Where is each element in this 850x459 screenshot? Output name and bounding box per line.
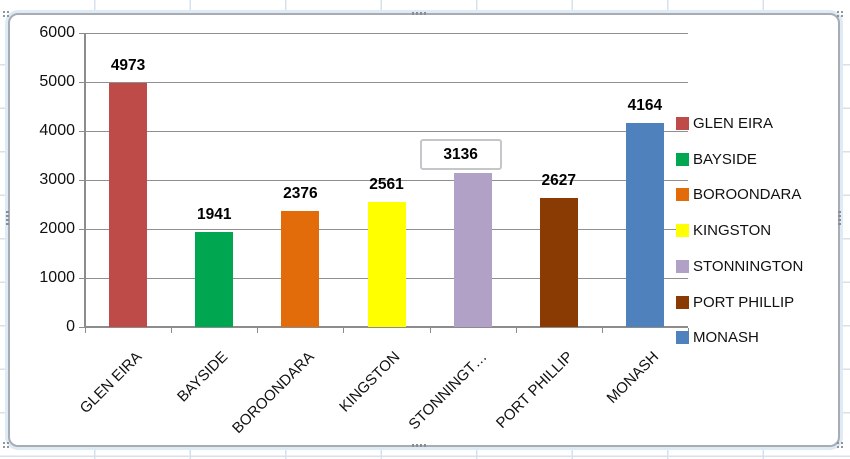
- x-axis-tick-1: [171, 328, 173, 333]
- x-axis-label-monash[interactable]: MONASH: [603, 348, 663, 407]
- x-axis-tick-7: [688, 328, 689, 333]
- data-label-boroondara[interactable]: 2376: [283, 184, 318, 202]
- bar-kingston[interactable]: [367, 201, 406, 327]
- data-label-text: 3136: [443, 145, 478, 163]
- y-axis-tick-6000: [79, 33, 85, 34]
- legend-swatch-stonnington: [676, 259, 689, 273]
- bar-stonnington[interactable]: [453, 173, 492, 327]
- legend-label: BAYSIDE: [693, 150, 757, 168]
- bar-glen-eira[interactable]: [109, 83, 148, 327]
- y-axis-label-5000[interactable]: 5000: [39, 73, 75, 90]
- x-axis-line: [85, 326, 688, 328]
- y-axis-label-2000[interactable]: 2000: [39, 220, 75, 237]
- legend-swatch-glen-eira: [676, 117, 689, 130]
- legend-swatch-kingston: [676, 224, 689, 238]
- legend-swatch-bayside: [676, 152, 689, 166]
- y-axis-tick-0: [79, 327, 85, 328]
- legend-label: BOROONDARA: [693, 186, 802, 204]
- chart-resize-handle-bottom[interactable]: [412, 444, 427, 447]
- x-axis-tick-2: [257, 328, 259, 333]
- x-axis-label-port-phillip[interactable]: PORT PHILLIP: [492, 348, 577, 432]
- y-axis-label-4000[interactable]: 4000: [39, 122, 75, 139]
- x-axis-tick-6: [601, 328, 603, 333]
- bar-port-phillip[interactable]: [539, 198, 578, 327]
- data-label-port-phillip[interactable]: 2627: [541, 172, 577, 190]
- x-axis-tick-5: [515, 328, 517, 333]
- legend-swatch-port-phillip: [676, 295, 689, 309]
- chart-resize-handle-right[interactable]: [838, 210, 841, 225]
- legend-label: KINGSTON: [693, 222, 772, 240]
- legend-item-stonnington[interactable]: STONNINGTON: [676, 258, 803, 275]
- y-axis-tick-4000: [79, 131, 85, 132]
- legend-item-bayside[interactable]: BAYSIDE: [676, 151, 757, 168]
- x-axis-label-glen-eira[interactable]: GLEN EIRA: [76, 348, 146, 417]
- y-axis-line: [84, 33, 86, 327]
- y-axis-label-3000[interactable]: 3000: [39, 171, 75, 188]
- x-axis-tick-4: [429, 328, 431, 333]
- x-axis-label-boroondara[interactable]: BOROONDARA: [229, 348, 318, 437]
- x-axis-label-bayside[interactable]: BAYSIDE: [174, 348, 232, 406]
- legend-swatch-monash: [676, 331, 689, 345]
- data-label-stonnington-selected[interactable]: 3136: [419, 139, 502, 171]
- x-axis-tick-0: [85, 328, 86, 333]
- x-axis-label-kingston[interactable]: KINGSTON: [336, 348, 404, 416]
- gridline-3000: [85, 180, 688, 181]
- chart-resize-handle-bottom-left[interactable]: [2, 441, 9, 448]
- legend-label: STONNINGTON: [693, 257, 804, 275]
- bar-boroondara[interactable]: [281, 210, 320, 327]
- y-axis-label-6000[interactable]: 6000: [39, 24, 75, 41]
- y-axis-tick-1000: [79, 278, 85, 279]
- data-label-glen-eira[interactable]: 4973: [110, 57, 146, 75]
- data-label-kingston[interactable]: 2561: [369, 175, 404, 193]
- legend-label: GLEN EIRA: [693, 115, 774, 132]
- chart-resize-handle-left[interactable]: [6, 210, 9, 225]
- gridline-6000: [85, 33, 688, 34]
- legend-label: MONASH: [693, 329, 759, 347]
- legend-label: PORT PHILLIP: [693, 293, 795, 311]
- y-axis-label-1000[interactable]: 1000: [39, 269, 75, 286]
- legend-item-port-phillip[interactable]: PORT PHILLIP: [676, 294, 794, 311]
- x-axis-tick-3: [343, 328, 345, 333]
- data-label-monash[interactable]: 4164: [627, 96, 663, 114]
- legend-item-glen-eira[interactable]: GLEN EIRA: [676, 115, 773, 132]
- chart-resize-handle-top-right[interactable]: [836, 10, 843, 17]
- x-axis-label-stonnington[interactable]: STONNINGT…: [405, 348, 490, 434]
- y-axis-tick-3000: [79, 180, 85, 181]
- gridline-4000: [85, 131, 688, 132]
- legend-swatch-boroondara: [676, 188, 689, 202]
- bar-bayside[interactable]: [195, 231, 234, 327]
- bar-monash[interactable]: [625, 122, 664, 327]
- legend-item-boroondara[interactable]: BOROONDARA: [676, 186, 801, 203]
- chart-resize-handle-top-left[interactable]: [2, 10, 9, 17]
- y-axis-tick-2000: [79, 229, 85, 230]
- chart-resize-handle-bottom-right[interactable]: [836, 441, 843, 448]
- legend-item-monash[interactable]: MONASH: [676, 329, 759, 346]
- chart-resize-handle-top[interactable]: [412, 12, 427, 15]
- data-label-bayside[interactable]: 1941: [196, 205, 232, 223]
- y-axis-tick-5000: [79, 82, 85, 83]
- legend-item-kingston[interactable]: KINGSTON: [676, 222, 771, 239]
- gridline-5000: [85, 82, 688, 83]
- y-axis-label-0[interactable]: 0: [66, 318, 75, 335]
